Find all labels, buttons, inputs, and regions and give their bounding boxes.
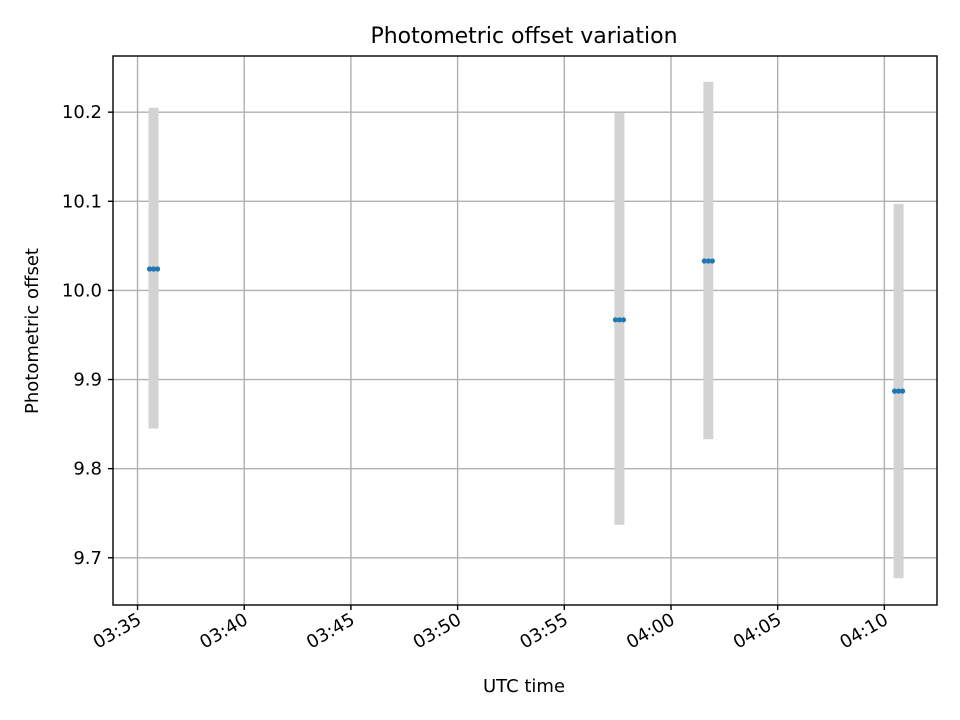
plot-frame	[112, 55, 938, 606]
x-tick-label: 04:10	[836, 609, 891, 653]
x-axis: 03:35 03:40 03:45 03:50 03:55 04:00 04:05 04:10	[90, 605, 892, 653]
y-tick-label: 10.1	[62, 191, 102, 212]
x-tick-label: 04:05	[730, 609, 785, 653]
x-axis-label: UTC time	[483, 676, 565, 697]
data-point	[612, 317, 627, 323]
data-point	[891, 388, 906, 394]
chart-title: Photometric offset variation	[370, 24, 677, 49]
y-axis-label: Photometric offset	[22, 248, 43, 414]
y-tick-label: 10.0	[62, 280, 102, 301]
error-bars	[148, 81, 904, 579]
y-tick-label: 9.9	[73, 370, 102, 391]
x-tick-label: 03:35	[90, 609, 145, 653]
data-point	[146, 266, 161, 272]
x-tick-label: 03:50	[410, 609, 465, 653]
x-tick-label: 03:45	[303, 609, 358, 653]
data-points	[146, 258, 906, 394]
data-point	[701, 258, 715, 264]
y-tick-label: 10.2	[62, 102, 102, 123]
y-tick-label: 9.7	[73, 548, 102, 569]
y-tick-label: 9.8	[73, 459, 102, 480]
x-tick-label: 03:40	[196, 609, 251, 653]
y-axis: 9.7 9.8 9.9 10.0 10.1 10.2	[62, 102, 113, 569]
x-tick-label: 03:55	[516, 609, 571, 653]
x-tick-label: 04:00	[623, 609, 678, 653]
grid	[113, 56, 937, 605]
